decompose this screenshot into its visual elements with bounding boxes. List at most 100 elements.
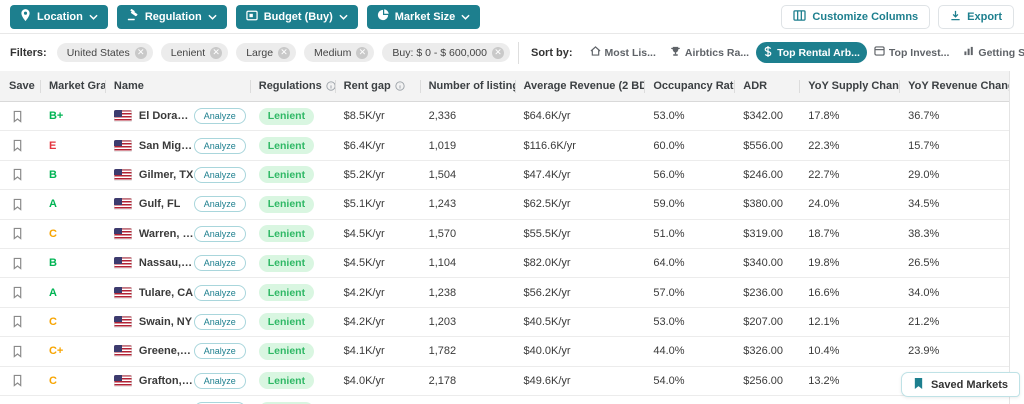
name-cell: Tulare, CA Analyze — [105, 284, 250, 301]
remove-filter-icon[interactable]: ✕ — [210, 46, 223, 59]
save-bookmark-icon[interactable] — [12, 345, 23, 358]
listings-cell: 2,178 — [428, 374, 457, 387]
bar-chart-icon — [963, 46, 974, 59]
column-header-number-of-listings: Number of listings — [419, 71, 515, 101]
filter-chip-regulation: Lenient ✕ — [160, 43, 229, 62]
sort-option-label: Most Lis... — [604, 46, 656, 59]
sort-option-getting-saturated[interactable]: Getting Satu... — [956, 42, 1024, 63]
analyze-button[interactable]: Analyze — [193, 343, 246, 360]
save-bookmark-icon[interactable] — [12, 168, 23, 182]
sort-option-top-investment[interactable]: Top Invest... — [867, 42, 956, 63]
adr-cell: $556.00 — [743, 139, 784, 152]
export-button[interactable]: Export — [938, 4, 1014, 29]
save-cell — [0, 110, 40, 123]
us-flag-icon — [113, 110, 132, 123]
occupancy-cell: 53.0% — [653, 110, 685, 123]
location-filter-button[interactable]: Location — [10, 4, 108, 29]
rent-gap-cell: $4.5K/yr — [343, 257, 385, 270]
yoy-revenue-cell: 34.0% — [908, 286, 940, 299]
listings-cell: 1,570 — [428, 227, 457, 240]
save-bookmark-icon[interactable] — [12, 374, 23, 387]
sort-option-airbtics-rank[interactable]: Airbtics Ra... — [663, 42, 756, 63]
budget-filter-button[interactable]: Budget (Buy) — [235, 4, 358, 29]
save-bookmark-icon[interactable] — [12, 227, 23, 241]
analyze-button[interactable]: Analyze — [193, 166, 246, 183]
chevron-down-icon — [89, 11, 98, 23]
remove-filter-icon[interactable]: ✕ — [491, 46, 504, 59]
regulations-cell: Lenient — [250, 342, 335, 360]
listings-cell: 1,104 — [428, 257, 457, 270]
yoy-supply-cell: 16.6% — [808, 286, 840, 299]
us-flag-icon — [113, 286, 132, 299]
adr-cell: $236.00 — [743, 286, 784, 299]
save-bookmark-icon[interactable] — [12, 139, 23, 152]
yoy-supply-cell: 22.7% — [808, 168, 840, 181]
occupancy-cell: 60.0% — [653, 139, 685, 152]
table-header: Save Market Grade Name Regulations Rent … — [0, 71, 1009, 102]
trophy-icon — [670, 46, 681, 60]
info-icon[interactable] — [326, 81, 335, 91]
analyze-button[interactable]: Analyze — [193, 225, 246, 242]
adr-cell: $342.00 — [743, 110, 784, 123]
save-bookmark-icon[interactable] — [12, 257, 23, 270]
analyze-button[interactable]: Analyze — [193, 284, 246, 301]
name-cell: Gilmer, TX Analyze — [105, 166, 250, 183]
market-grade-cell: C+ — [40, 345, 105, 357]
save-bookmark-icon[interactable] — [12, 110, 23, 123]
regulation-badge: Lenient — [258, 166, 315, 184]
market-name: Grafton, VT — [138, 374, 194, 387]
filter-chip-country: United States ✕ — [56, 43, 153, 62]
market-size-filter-button[interactable]: Market Size — [366, 4, 481, 29]
analyze-button[interactable]: Analyze — [193, 108, 246, 125]
analyze-button[interactable]: Analyze — [193, 196, 246, 213]
remove-filter-icon[interactable]: ✕ — [278, 46, 291, 59]
analyze-button[interactable]: Analyze — [193, 372, 246, 389]
remove-filter-icon[interactable]: ✕ — [134, 46, 147, 59]
market-name: El Dorado, AR — [138, 110, 194, 123]
regulations-cell: Lenient — [250, 225, 335, 243]
market-grade-cell: A — [40, 198, 105, 210]
regulation-filter-button[interactable]: Regulation — [116, 4, 227, 29]
name-cell: Nassau, NY Analyze — [105, 255, 250, 272]
average-revenue-cell: $116.6K/yr — [523, 139, 576, 152]
occupancy-cell: 56.0% — [653, 168, 685, 181]
name-cell: Gulf, FL Analyze — [105, 196, 250, 213]
occupancy-cell: 53.0% — [653, 315, 685, 328]
regulation-badge: Lenient — [258, 254, 315, 272]
save-cell — [0, 198, 40, 211]
remove-filter-icon[interactable]: ✕ — [356, 46, 369, 59]
customize-columns-button[interactable]: Customize Columns — [781, 4, 931, 29]
column-header-yoy-supply-change: YoY Supply Change — [799, 71, 899, 101]
analyze-button[interactable]: Analyze — [193, 137, 246, 154]
location-filter-label: Location — [37, 10, 83, 23]
sort-option-label: Top Rental Arb... — [777, 46, 860, 59]
analyze-button[interactable]: Analyze — [193, 313, 246, 330]
sort-option-most-listings[interactable]: Most Lis... — [583, 42, 663, 63]
column-header-adr: ADR — [734, 71, 799, 101]
regulation-badge: Lenient — [258, 372, 315, 390]
save-cell — [0, 286, 40, 299]
market-grade-cell: A — [40, 287, 105, 299]
occupancy-cell: 44.0% — [653, 345, 685, 358]
sort-option-top-rental-arbitrage[interactable]: Top Rental Arb... — [756, 42, 867, 63]
filters-sort-row: Filters: United States ✕ Lenient ✕ Large… — [0, 34, 1024, 71]
adr-cell: $380.00 — [743, 198, 784, 211]
market-grade-cell: C — [40, 316, 105, 328]
saved-markets-button[interactable]: Saved Markets — [900, 372, 1020, 397]
info-icon[interactable] — [395, 81, 405, 91]
sort-bar: Sort by: Most Lis... Airbtics Ra... Top … — [517, 41, 1024, 64]
market-grade-cell: E — [40, 140, 105, 152]
column-header-market-grade: Market Grade — [39, 71, 105, 101]
save-bookmark-icon[interactable] — [12, 286, 23, 299]
analyze-button[interactable]: Analyze — [193, 255, 246, 272]
table-row: E San Miguel, CA Analyze Lenient $6.4K/y… — [0, 131, 1009, 161]
save-bookmark-icon[interactable] — [12, 198, 23, 211]
save-bookmark-icon[interactable] — [12, 315, 23, 329]
yoy-revenue-cell: 38.3% — [908, 227, 940, 240]
filter-chip-large: Large ✕ — [236, 43, 297, 62]
us-flag-icon — [113, 198, 132, 211]
market-name: San Miguel, CA — [138, 139, 194, 152]
save-cell — [0, 374, 40, 387]
column-header-yoy-revenue-change: YoY Revenue Change — [899, 71, 1009, 101]
yoy-revenue-cell: 21.2% — [908, 315, 940, 328]
